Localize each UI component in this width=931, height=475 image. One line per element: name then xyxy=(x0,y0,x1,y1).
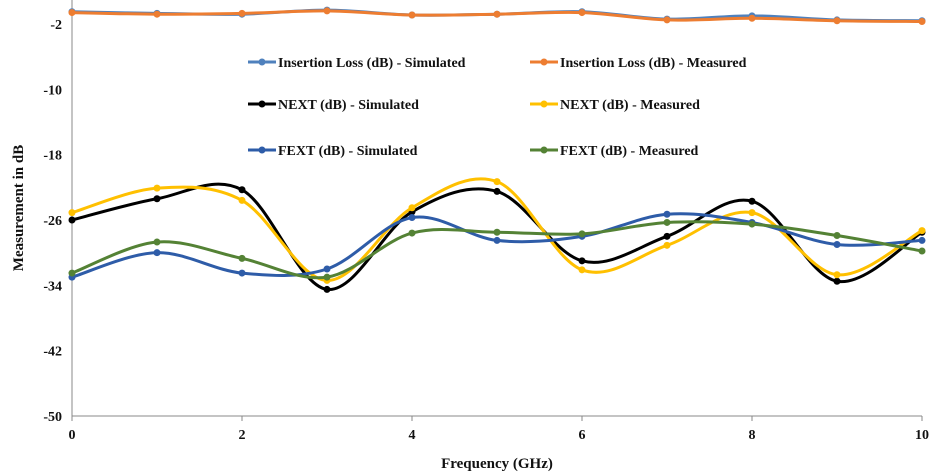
data-point xyxy=(238,269,246,277)
data-point xyxy=(833,277,841,285)
series-lines xyxy=(68,6,926,293)
data-point xyxy=(918,227,926,235)
legend-label: NEXT (dB) - Measured xyxy=(560,98,700,113)
data-point xyxy=(153,238,161,246)
data-point xyxy=(408,229,416,237)
legend: Insertion Loss (dB) - Simulated Insertion… xyxy=(248,56,747,159)
data-point xyxy=(833,17,841,25)
data-point xyxy=(918,236,926,244)
x-tick-label: 4 xyxy=(409,428,416,443)
x-tick-label: 2 xyxy=(239,428,246,443)
data-point xyxy=(833,271,841,279)
legend-label: FEXT (dB) - Measured xyxy=(560,144,699,159)
y-tick-label: -42 xyxy=(43,345,62,360)
x-tick-label: 0 xyxy=(69,428,76,443)
x-tick-label: 6 xyxy=(579,428,586,443)
data-point xyxy=(748,197,756,205)
x-tick-label: 8 xyxy=(749,428,756,443)
legend-swatch-marker xyxy=(258,58,266,66)
data-point xyxy=(578,257,586,265)
data-point xyxy=(663,218,671,226)
data-point xyxy=(408,214,416,222)
data-point xyxy=(153,249,161,257)
legend-entry: FEXT (dB) - Measured xyxy=(530,144,699,159)
data-point xyxy=(153,184,161,192)
x-axis-title: Frequency (GHz) xyxy=(441,456,553,472)
axes xyxy=(71,0,922,417)
y-tick-label: -50 xyxy=(43,410,62,425)
data-point xyxy=(493,228,501,236)
data-point xyxy=(68,216,76,224)
legend-swatch-marker xyxy=(540,146,548,154)
series-5 xyxy=(68,218,926,281)
legend-entry: NEXT (dB) - Measured xyxy=(530,98,700,113)
data-point xyxy=(748,209,756,217)
data-point xyxy=(578,9,586,17)
data-point xyxy=(238,196,246,204)
series-line xyxy=(71,182,923,291)
data-point xyxy=(238,186,246,194)
data-point xyxy=(153,195,161,203)
data-point xyxy=(833,232,841,240)
legend-label: Insertion Loss (dB) - Measured xyxy=(560,56,747,71)
tick-labels: -2 -10 -18 -26 -34 -42 -50 0 2 4 6 8 10 xyxy=(43,18,929,443)
data-point xyxy=(663,210,671,218)
legend-label: Insertion Loss (dB) - Simulated xyxy=(278,56,466,71)
data-point xyxy=(918,18,926,26)
legend-entry: NEXT (dB) - Simulated xyxy=(248,98,419,113)
y-tick-label: -2 xyxy=(50,18,62,33)
legend-swatch-marker xyxy=(540,58,548,66)
legend-entry: FEXT (dB) - Simulated xyxy=(248,144,418,159)
data-point xyxy=(323,285,331,293)
data-point xyxy=(323,265,331,273)
legend-swatch-marker xyxy=(258,146,266,154)
data-point xyxy=(408,204,416,212)
legend-swatch-marker xyxy=(258,100,266,108)
data-point xyxy=(238,9,246,17)
data-point xyxy=(238,254,246,262)
data-point xyxy=(323,7,331,15)
y-axis-title: Measurement in dB xyxy=(11,145,27,271)
legend-label: NEXT (dB) - Simulated xyxy=(278,98,419,113)
y-tick-label: -18 xyxy=(43,149,62,164)
data-point xyxy=(493,10,501,18)
data-point xyxy=(493,187,501,195)
data-point xyxy=(918,247,926,255)
y-tick-label: -10 xyxy=(43,83,62,98)
x-tick-label: 10 xyxy=(915,428,929,443)
data-point xyxy=(68,269,76,277)
data-point xyxy=(663,241,671,249)
data-point xyxy=(663,16,671,24)
data-point xyxy=(578,230,586,238)
legend-entry: Insertion Loss (dB) - Simulated xyxy=(248,56,466,71)
data-point xyxy=(748,14,756,22)
data-point xyxy=(493,236,501,244)
legend-label: FEXT (dB) - Simulated xyxy=(278,144,418,159)
y-tick-label: -34 xyxy=(43,279,62,294)
data-point xyxy=(578,266,586,274)
data-point xyxy=(408,11,416,19)
legend-swatch-marker xyxy=(540,100,548,108)
data-point xyxy=(323,273,331,281)
data-point xyxy=(493,178,501,186)
data-point xyxy=(833,241,841,248)
data-point xyxy=(663,232,671,240)
data-point xyxy=(68,9,76,17)
y-tick-label: -26 xyxy=(43,214,62,229)
legend-entry: Insertion Loss (dB) - Measured xyxy=(530,56,747,71)
data-point xyxy=(748,220,756,228)
data-point xyxy=(68,209,76,217)
series-1 xyxy=(68,7,926,26)
data-point xyxy=(153,10,161,18)
